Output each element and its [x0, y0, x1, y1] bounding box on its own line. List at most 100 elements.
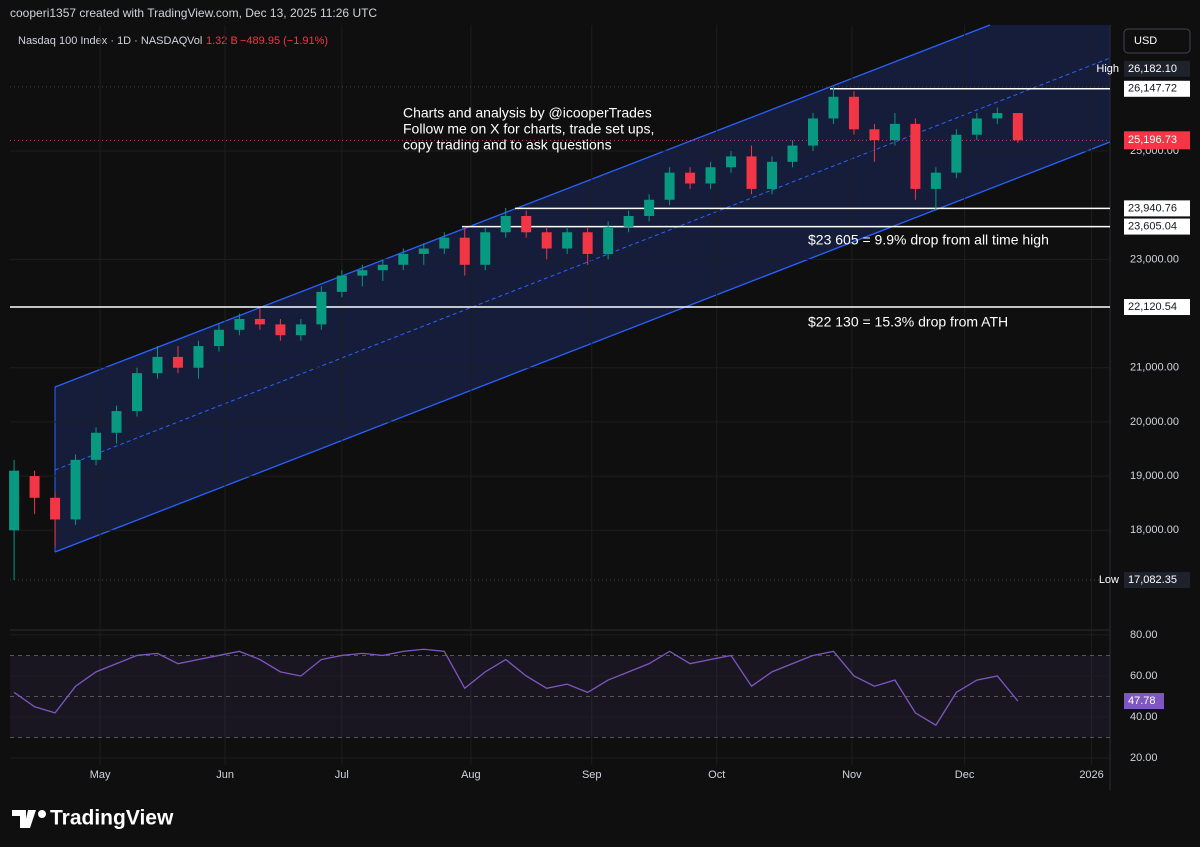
x-tick-label: Dec [955, 769, 975, 781]
candle-body [132, 373, 143, 412]
candle-body [971, 118, 982, 135]
rsi-last-label: 47.78 [1128, 695, 1156, 707]
x-tick-label: May [90, 769, 111, 781]
low-tag [1124, 572, 1190, 589]
x-tick-label: 2026 [1079, 769, 1103, 781]
x-tick-label: Sep [582, 769, 602, 781]
y-tick-label: 23,000.00 [1130, 253, 1179, 265]
vol: 1.32 B [206, 35, 238, 47]
candle-body [603, 226, 614, 254]
rsi-band-fill [10, 655, 1110, 738]
candle-body [705, 167, 716, 184]
candle-body [50, 497, 61, 520]
last-price-label: 25,196.73 [1128, 134, 1177, 146]
channel-fill [55, 25, 1110, 552]
candle-body [480, 232, 491, 265]
level-tag [1124, 200, 1190, 217]
symbol: Nasdaq 100 Index · 1D · NASDAQ [18, 35, 188, 47]
vol-label: Vol [187, 35, 202, 47]
candle-body [951, 134, 962, 173]
annotation: $22 130 = 15.3% drop from ATH [808, 314, 1008, 330]
high-tag [1124, 60, 1190, 77]
level-tag [1124, 80, 1190, 97]
y-tick-label: 20,000.00 [1130, 416, 1179, 428]
x-tick-label: Oct [708, 769, 725, 781]
annotation: copy trading and to ask questions [403, 137, 612, 153]
x-tick-label: Aug [461, 769, 481, 781]
level-tag [1124, 218, 1190, 235]
candle-body [1012, 113, 1023, 141]
candle-body [726, 156, 737, 168]
candle-body [111, 411, 122, 433]
x-tick-label: Jul [335, 769, 349, 781]
low-name: Low [1099, 574, 1119, 586]
plot [9, 25, 1110, 765]
rsi-last-tag [1124, 693, 1164, 710]
y-tick-label: 60.00 [1130, 670, 1158, 682]
candle-body [254, 318, 265, 325]
level-label: 26,147.72 [1128, 83, 1177, 95]
y-tick-label: 40.00 [1130, 711, 1158, 723]
low-label: 17,082.35 [1128, 574, 1177, 586]
candle-body [459, 237, 470, 265]
candle-body [623, 216, 634, 227]
candle-body [910, 123, 921, 189]
candle-body [213, 329, 224, 347]
y-tick-label: 21,000.00 [1130, 362, 1179, 374]
candle-body [562, 232, 573, 249]
y-tick-label: 18,000.00 [1130, 524, 1179, 536]
candle-body [828, 96, 839, 119]
credit: cooperi1357 created with TradingView.com… [10, 6, 377, 20]
candle-body [930, 172, 941, 189]
annotation: Charts and analysis by @icooperTrades [403, 105, 652, 121]
candle-body [889, 123, 900, 141]
candle-body [869, 129, 880, 141]
candle-body [275, 324, 286, 336]
change: −489.95 (−1.91%) [240, 35, 328, 47]
channel-lower [54, 141, 1111, 553]
level-tag [1124, 299, 1190, 316]
high-label: 26,182.10 [1128, 63, 1177, 75]
high-name: High [1096, 63, 1119, 75]
rsi-line [13, 648, 1019, 727]
candle-body [29, 476, 40, 498]
candle-body [357, 270, 368, 276]
candle-body [767, 161, 778, 189]
candle-body [746, 156, 757, 189]
currency[interactable]: USD [1134, 35, 1157, 47]
candle-body [172, 356, 183, 368]
candle-body [439, 237, 450, 249]
candle-body [193, 346, 204, 368]
brand: TradingView [50, 807, 174, 830]
candle-body [152, 356, 163, 374]
candle-body [234, 318, 245, 330]
candle-body [644, 199, 655, 217]
candle-body [70, 459, 81, 520]
candle-body [664, 172, 675, 200]
candle-body [582, 232, 593, 254]
level-label: 23,940.76 [1128, 202, 1177, 214]
candle-body [336, 275, 347, 292]
annotation: $23 605 = 9.9% drop from all time high [808, 232, 1049, 248]
candle-body [807, 118, 818, 146]
candle-body [992, 113, 1003, 119]
currency-button[interactable] [1123, 28, 1191, 54]
candle-body [398, 253, 409, 265]
candle-body [295, 324, 306, 336]
candle-body [787, 145, 798, 162]
y-tick-label: 80.00 [1130, 629, 1158, 641]
last-price-tag [1124, 131, 1190, 150]
annotation: Follow me on X for charts, trade set ups… [403, 121, 654, 137]
candle-body [521, 216, 532, 233]
candle-body [418, 248, 429, 254]
level-label: 22,120.54 [1128, 301, 1177, 313]
level-label: 23,605.04 [1128, 220, 1177, 232]
y-tick-label: 20.00 [1130, 752, 1158, 764]
y-tick-label: 19,000.00 [1130, 470, 1179, 482]
x-tick-label: Nov [842, 769, 862, 781]
channel-upper [54, 24, 991, 388]
candle-body [685, 172, 696, 184]
candle-body [377, 264, 388, 271]
